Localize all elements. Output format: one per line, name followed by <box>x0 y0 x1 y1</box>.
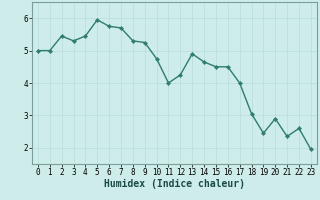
X-axis label: Humidex (Indice chaleur): Humidex (Indice chaleur) <box>104 179 245 189</box>
